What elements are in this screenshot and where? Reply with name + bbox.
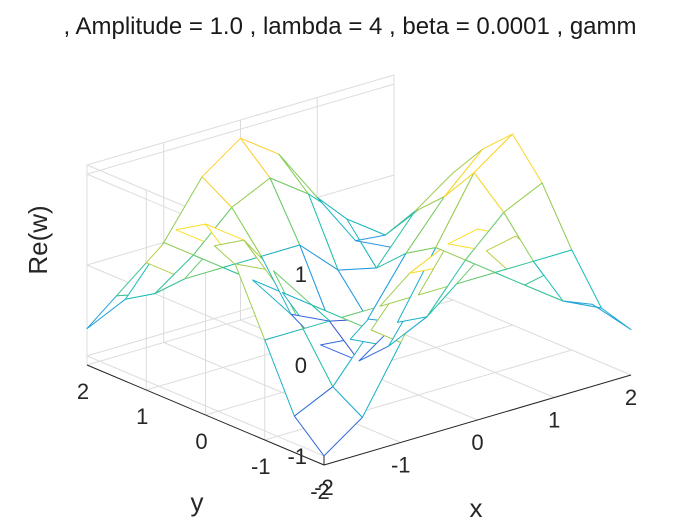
z-axis-label: Re(w) (23, 205, 53, 274)
y-tick-label: 0 (195, 429, 207, 454)
grid-line-top (86, 74, 395, 166)
mesh-cell (562, 300, 632, 331)
z-tick-label: -1 (287, 444, 307, 469)
z-tick-label: 1 (295, 262, 307, 287)
x-axis-label: x (470, 493, 483, 523)
x-tick-label: 2 (625, 385, 637, 410)
surface-mesh (86, 133, 632, 457)
x-axis-line (323, 374, 632, 466)
chart-title: , Amplitude = 1.0 , lambda = 4 , beta = … (63, 13, 636, 40)
y-tick-label: 1 (136, 404, 148, 429)
z-tick-label: 0 (295, 353, 307, 378)
x-tick-label: 1 (548, 408, 560, 433)
y-tick-label: 2 (77, 379, 89, 404)
y-axis-line (86, 364, 325, 466)
y-tick-label: -1 (251, 454, 271, 479)
x-tick-label: -2 (314, 475, 334, 500)
x-tick-label: 0 (471, 430, 483, 455)
y-tick-label: -2 (310, 479, 330, 504)
y-axis-label: y (191, 487, 204, 517)
mesh-cell (86, 293, 156, 330)
x-tick-label: -1 (391, 453, 411, 478)
